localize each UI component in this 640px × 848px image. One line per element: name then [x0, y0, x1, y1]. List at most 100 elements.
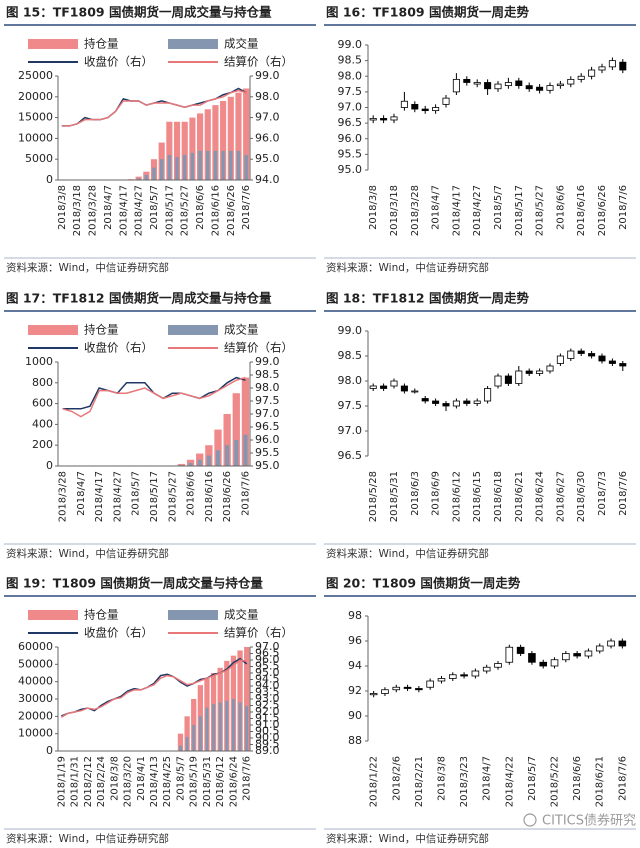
candle-body [536, 86, 544, 91]
x-tick-label: 2018/3/18 [72, 185, 83, 236]
legend-swatch [168, 610, 218, 620]
y2-tick-label: 97.0 [255, 111, 280, 124]
candle-body [426, 680, 434, 688]
y-tick-label: 0 [46, 173, 53, 186]
candle-body [504, 375, 512, 384]
bar [244, 647, 250, 751]
x-tick-label: 2018/4/17 [94, 471, 105, 522]
bar [212, 704, 216, 751]
y-tick-label: 40000 [18, 675, 53, 688]
candle-body [484, 82, 492, 90]
y-tick-label: 90 [348, 709, 362, 722]
y2-tick-label: 96.0 [255, 653, 280, 666]
candle-body [525, 370, 533, 374]
x-tick-label: 2018/6/26 [226, 185, 237, 236]
y2-tick-label: 95.0 [255, 152, 280, 165]
y2-tick-label: 95.5 [255, 446, 280, 459]
candle-body [392, 686, 401, 691]
y2-tick-label: 92.0 [255, 705, 280, 718]
y-tick-label: 95.0 [338, 163, 363, 176]
x-tick-label: 2018/2/21 [414, 756, 425, 807]
y-tick-label: 10000 [18, 727, 53, 740]
bar [243, 434, 248, 466]
candle-body [432, 400, 440, 404]
y-tick-label: 200 [32, 438, 53, 451]
candle-body [608, 360, 616, 364]
x-tick-label: 2018/3/28 [88, 185, 99, 236]
y-tick-label: 20000 [18, 709, 53, 722]
candle-body [556, 355, 564, 364]
bar [177, 733, 184, 751]
bar [206, 455, 211, 466]
x-tick-label: 2018/5/27 [535, 185, 546, 236]
bar [215, 450, 221, 466]
candle-body [411, 390, 419, 393]
y2-tick-label: 94.0 [255, 679, 280, 692]
candle-body [369, 118, 377, 121]
watermark-text: CITICS债券研究 [542, 813, 636, 829]
x-tick-label: 2018/3/18 [389, 185, 400, 236]
legend-label: 持仓量 [84, 323, 119, 337]
y2-tick-label: 90.5 [255, 725, 280, 738]
x-tick-label: 2018/5/7 [527, 756, 538, 801]
legend-swatch [168, 325, 218, 335]
legend-swatch [28, 39, 78, 49]
y2-tick-label: 96.5 [255, 647, 280, 660]
source-note: 资料来源：Wind，中信证券研究部 [326, 261, 489, 274]
x-tick-label: 2018/6/16 [576, 185, 587, 236]
candle-body [528, 653, 536, 663]
y2-tick-label: 90.0 [255, 731, 280, 744]
x-tick-label: 2018/3/8 [368, 185, 379, 230]
y2-tick-label: 99.0 [255, 69, 280, 82]
bar [175, 157, 179, 180]
x-tick-label: 2018/4/17 [118, 185, 129, 236]
x-tick-label: 2018/5/17 [164, 185, 175, 236]
candle-body [460, 674, 468, 677]
x-tick-label: 2018/4/7 [482, 756, 493, 801]
x-tick-label: 2018/4/7 [76, 471, 87, 516]
bar [232, 393, 240, 466]
bar [197, 113, 204, 180]
candle-body [421, 108, 429, 112]
bar [144, 175, 149, 180]
candle-body [421, 398, 429, 402]
candle-body [619, 363, 627, 367]
bar [245, 705, 249, 751]
y2-tick-label: 99.0 [255, 355, 280, 368]
y2-tick-label: 91.5 [255, 712, 280, 725]
candle-body [515, 370, 523, 384]
y-tick-label: 97.5 [338, 85, 363, 98]
x-tick-label: 2018/3/28 [410, 185, 421, 236]
y-tick-label: 10000 [18, 131, 53, 144]
x-tick-label: 2018/6/15 [472, 471, 483, 522]
y2-tick-label: 98.5 [255, 368, 280, 381]
x-tick-label: 2018/5/31 [202, 756, 213, 807]
candle-body [381, 689, 389, 694]
candle-body [437, 678, 446, 682]
x-tick-label: 2018/7/6 [240, 471, 251, 516]
legend-swatch [28, 325, 78, 335]
x-tick-label: 2018/5/27 [180, 185, 191, 236]
bar [238, 702, 242, 751]
candle-body [442, 97, 450, 105]
x-tick-label: 2018/3/23 [459, 756, 470, 807]
y-tick-label: 96.5 [338, 116, 363, 129]
legend-swatch [168, 39, 218, 49]
y-tick-label: 1000 [25, 355, 53, 368]
bar [234, 440, 239, 466]
x-tick-label: 2018/5/19 [189, 756, 200, 807]
y-tick-label: 60000 [18, 640, 53, 653]
y2-tick-label: 97.0 [255, 407, 280, 420]
x-tick-label: 2018/4/17 [451, 185, 462, 236]
bar [212, 105, 219, 180]
legend-label: 持仓量 [84, 37, 119, 51]
y-tick-label: 95.5 [338, 147, 363, 160]
candle-body [608, 60, 616, 68]
candle-body [494, 663, 502, 668]
x-tick-label: 2018/5/31 [389, 471, 400, 522]
bar [136, 178, 141, 180]
y-tick-label: 96 [348, 634, 362, 647]
candle-body [463, 78, 471, 83]
chart-title: 图 16：TF1809 国债期货一周走势 [326, 5, 529, 20]
candle-body [504, 82, 512, 87]
